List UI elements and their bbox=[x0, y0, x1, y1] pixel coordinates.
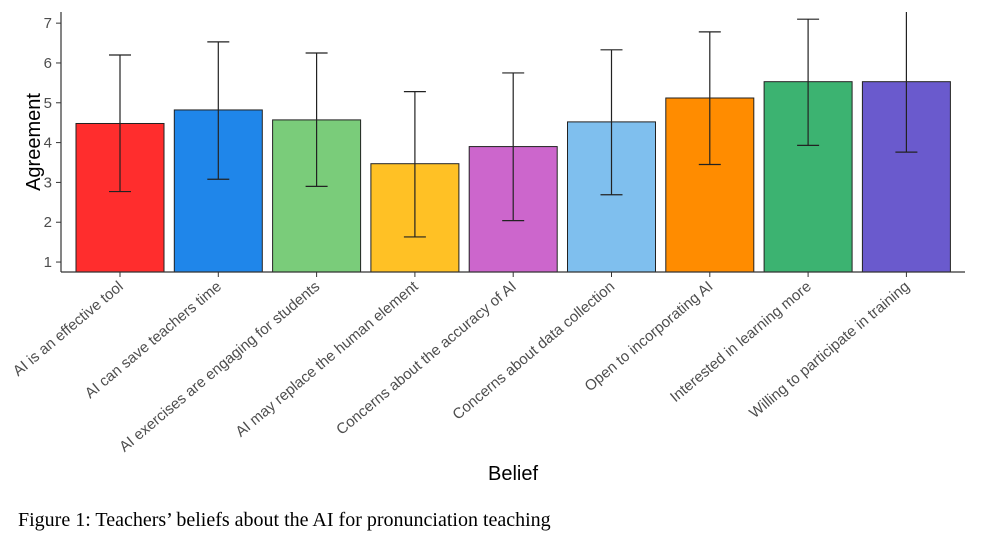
x-tick-label: AI may replace the human element bbox=[232, 278, 422, 441]
y-axis-title: Agreement bbox=[23, 93, 45, 191]
error-bar bbox=[109, 54, 131, 193]
x-tick-label: AI exercises are engaging for students bbox=[116, 278, 323, 456]
error-bar bbox=[698, 31, 721, 166]
y-tick-label: 3 bbox=[44, 174, 52, 191]
x-tick-label: Willing to participate in training bbox=[746, 278, 913, 422]
figure-caption: Figure 1: Teachers’ beliefs about the AI… bbox=[18, 509, 551, 531]
error-bar bbox=[403, 91, 426, 238]
error-bar bbox=[600, 49, 623, 196]
y-tick-label: 1 bbox=[44, 254, 52, 271]
y-tick-label: 7 bbox=[44, 15, 52, 32]
error-bar bbox=[895, 12, 918, 153]
x-tick-label: Concerns about the accuracy of AI bbox=[333, 278, 520, 438]
y-tick-label: 5 bbox=[44, 95, 52, 112]
y-tick-label: 4 bbox=[44, 135, 52, 152]
error-bar bbox=[305, 52, 328, 187]
x-tick-label: AI is an effective tool bbox=[10, 278, 127, 380]
y-tick-label: 6 bbox=[44, 55, 52, 72]
error-bar bbox=[502, 72, 525, 222]
x-axis-title: Belief bbox=[488, 463, 538, 485]
error-bar bbox=[797, 18, 820, 146]
error-bar bbox=[207, 41, 230, 180]
x-tick-label: Concerns about data collection bbox=[449, 278, 618, 423]
y-tick-label: 2 bbox=[44, 214, 52, 231]
